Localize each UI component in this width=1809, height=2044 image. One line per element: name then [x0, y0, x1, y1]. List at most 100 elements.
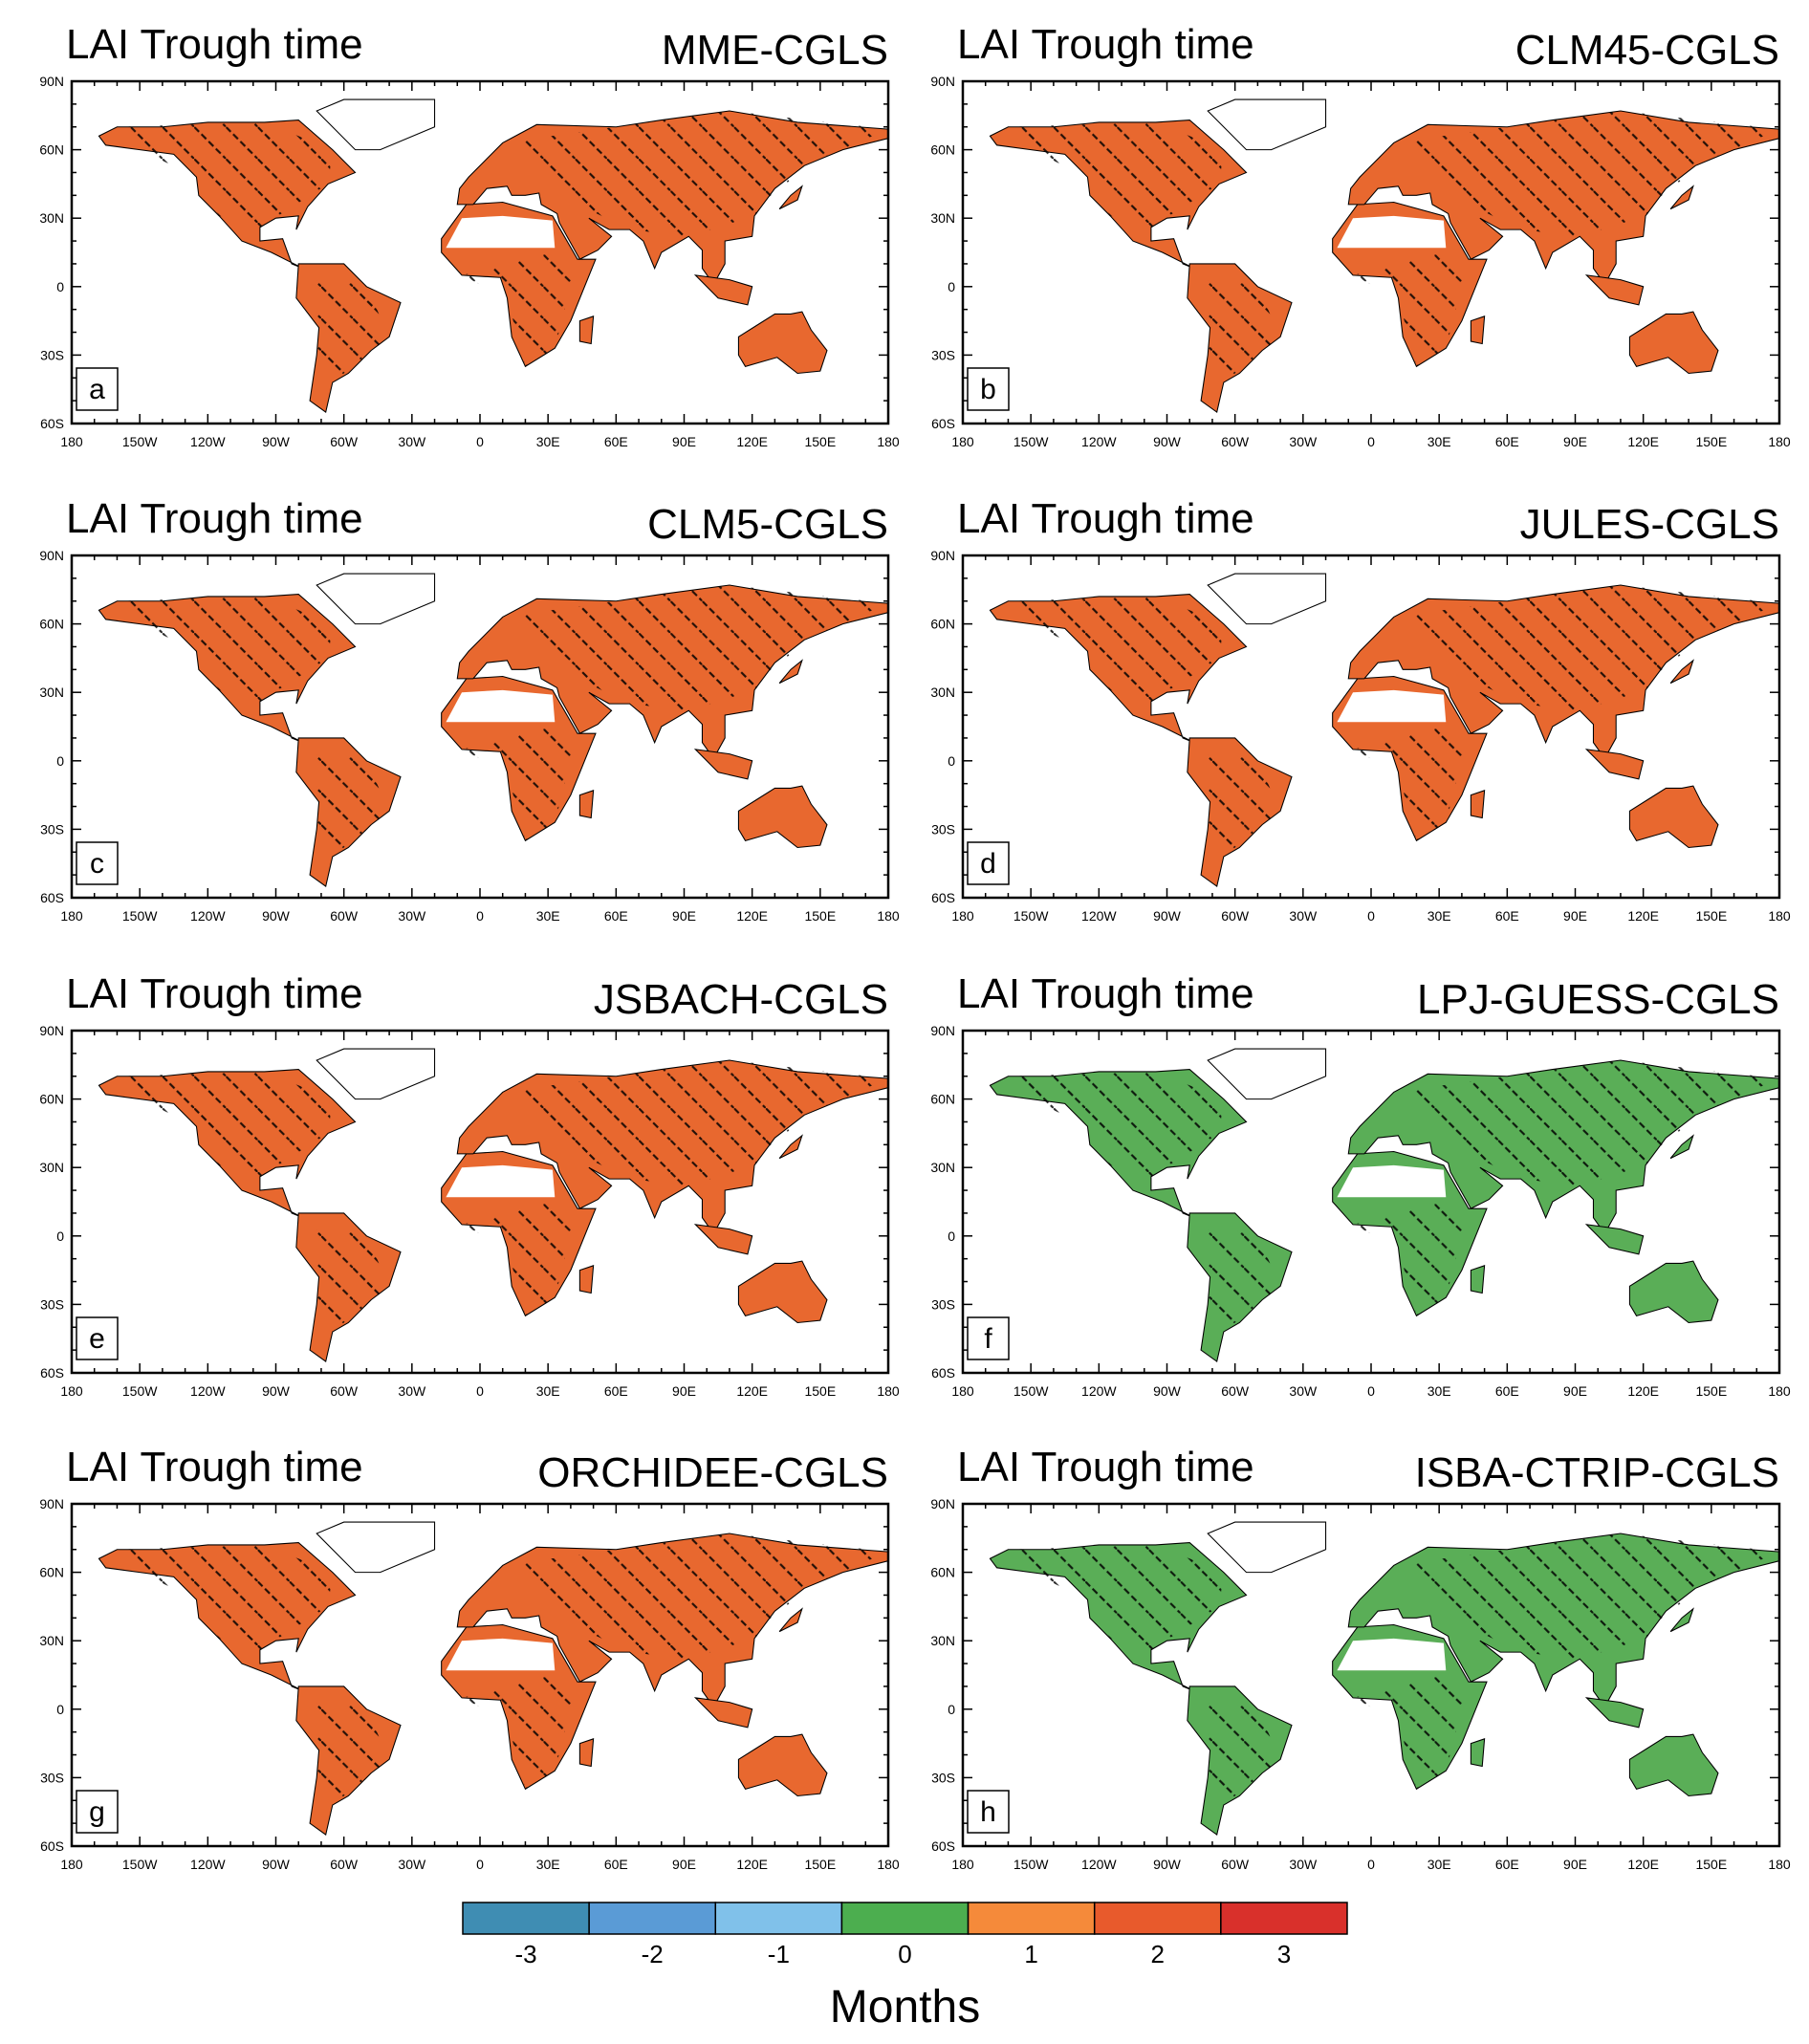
panel-title: LAI Trough time — [66, 495, 363, 542]
panel-label: c — [90, 848, 104, 880]
lat-label: 30S — [931, 347, 955, 362]
lon-label: 60E — [604, 1383, 628, 1399]
lat-label: 30N — [39, 1160, 64, 1175]
lon-label: 90E — [1563, 434, 1587, 449]
lat-label: 30S — [40, 1770, 64, 1785]
lat-label: 60S — [40, 890, 64, 905]
lon-label: 30W — [1289, 908, 1318, 924]
lon-label: 30E — [536, 908, 560, 924]
lat-label: 90N — [39, 548, 64, 563]
lat-label: 0 — [948, 1702, 955, 1717]
lat-label: 30N — [930, 685, 955, 700]
lon-label: 0 — [1367, 1383, 1375, 1399]
lon-label: 0 — [476, 1857, 484, 1872]
lon-label: 90W — [1153, 908, 1182, 924]
lon-label: 150W — [1013, 434, 1049, 449]
panel-label: g — [89, 1796, 105, 1828]
lon-label: 150W — [1013, 908, 1049, 924]
lat-label: 90N — [39, 74, 64, 89]
lon-label: 90W — [1153, 1383, 1182, 1399]
colorbar-label: 2 — [1151, 1940, 1165, 1968]
lon-label: 60E — [1495, 908, 1519, 924]
lon-label: 120E — [736, 434, 768, 449]
lat-label: 30N — [39, 1633, 64, 1648]
label-box — [76, 367, 119, 411]
lon-label: 150W — [1013, 1383, 1049, 1399]
lat-label: 30N — [930, 1633, 955, 1648]
lon-label: 180 — [877, 1383, 900, 1399]
model-name: JULES-CGLS — [1520, 501, 1779, 548]
lon-label: 120W — [190, 1383, 226, 1399]
lon-label: 120E — [736, 908, 768, 924]
lon-label: 150W — [122, 1383, 158, 1399]
map-frame — [70, 554, 890, 900]
lon-label: 180 — [1768, 908, 1791, 924]
colorbar-swatch — [588, 1902, 717, 1935]
lat-label: 60S — [931, 416, 955, 431]
map-frame — [70, 79, 890, 425]
lon-label: 120E — [1627, 1383, 1659, 1399]
panel-title: LAI Trough time — [66, 1444, 363, 1490]
colorbar-label: 1 — [1024, 1940, 1037, 1968]
model-name: CLM5-CGLS — [647, 501, 888, 548]
panel-title: LAI Trough time — [957, 970, 1254, 1017]
lon-label: 90W — [262, 1857, 291, 1872]
lon-label: 150W — [122, 1857, 158, 1872]
lat-label: 30S — [40, 821, 64, 837]
lon-label: 180 — [951, 908, 974, 924]
lat-label: 60N — [930, 617, 955, 632]
panel-title: LAI Trough time — [957, 21, 1254, 68]
map-panel: LAI Trough time MME-CGLS 90N 60N 30N 0 30S 60S 1… — [39, 21, 900, 449]
map-panel: LAI Trough time CLM45-CGLS 90N 60N 30N 0 30S 60… — [930, 21, 1791, 449]
lat-label: 0 — [948, 753, 955, 769]
lat-label: 60N — [39, 1092, 64, 1107]
lon-label: 30W — [398, 434, 426, 449]
lat-label: 30S — [931, 1770, 955, 1785]
lat-label: 60S — [40, 1365, 64, 1381]
lon-label: 60W — [1221, 908, 1250, 924]
colorbar-label: -1 — [768, 1940, 790, 1968]
lon-label: 120W — [1081, 908, 1117, 924]
lon-label: 150W — [122, 434, 158, 449]
lon-label: 150W — [1013, 1857, 1049, 1872]
lat-label: 0 — [56, 1702, 64, 1717]
lat-label: 0 — [948, 1229, 955, 1244]
lon-label: 90W — [262, 908, 291, 924]
lon-label: 0 — [476, 908, 484, 924]
lon-label: 30E — [1428, 908, 1451, 924]
lon-label: 60E — [604, 908, 628, 924]
panel-title: LAI Trough time — [957, 1444, 1254, 1490]
label-box — [76, 1316, 119, 1360]
colorbar-label: -3 — [515, 1940, 537, 1968]
lon-label: 120E — [1627, 1857, 1659, 1872]
lat-label: 60S — [931, 1838, 955, 1854]
lon-label: 180 — [951, 1383, 974, 1399]
lat-label: 60S — [931, 890, 955, 905]
lat-label: 60S — [931, 1365, 955, 1381]
lon-label: 60E — [604, 1857, 628, 1872]
colorbar-swatch — [462, 1902, 590, 1935]
lon-label: 30W — [398, 1857, 426, 1872]
lon-label: 150E — [1695, 1383, 1727, 1399]
lon-label: 90W — [262, 434, 291, 449]
lon-label: 180 — [60, 434, 83, 449]
lat-label: 0 — [56, 753, 64, 769]
lon-label: 60W — [330, 908, 359, 924]
lon-label: 180 — [951, 434, 974, 449]
lon-label: 90E — [672, 1383, 696, 1399]
map-panel: LAI Trough time JULES-CGLS 90N 60N 30N 0 30S 60… — [930, 495, 1791, 924]
model-name: MME-CGLS — [662, 27, 888, 74]
map-frame — [961, 554, 1781, 900]
lon-label: 60E — [604, 434, 628, 449]
lat-label: 60N — [39, 617, 64, 632]
lon-label: 0 — [1367, 1857, 1375, 1872]
lat-label: 0 — [56, 279, 64, 294]
colorbar-swatch — [1093, 1902, 1222, 1935]
panel-label: a — [89, 374, 105, 405]
lat-label: 60N — [39, 142, 64, 158]
lon-label: 150W — [122, 908, 158, 924]
colorbar-title: Months — [830, 1982, 980, 2033]
lon-label: 120W — [1081, 434, 1117, 449]
lon-label: 30E — [1428, 1857, 1451, 1872]
